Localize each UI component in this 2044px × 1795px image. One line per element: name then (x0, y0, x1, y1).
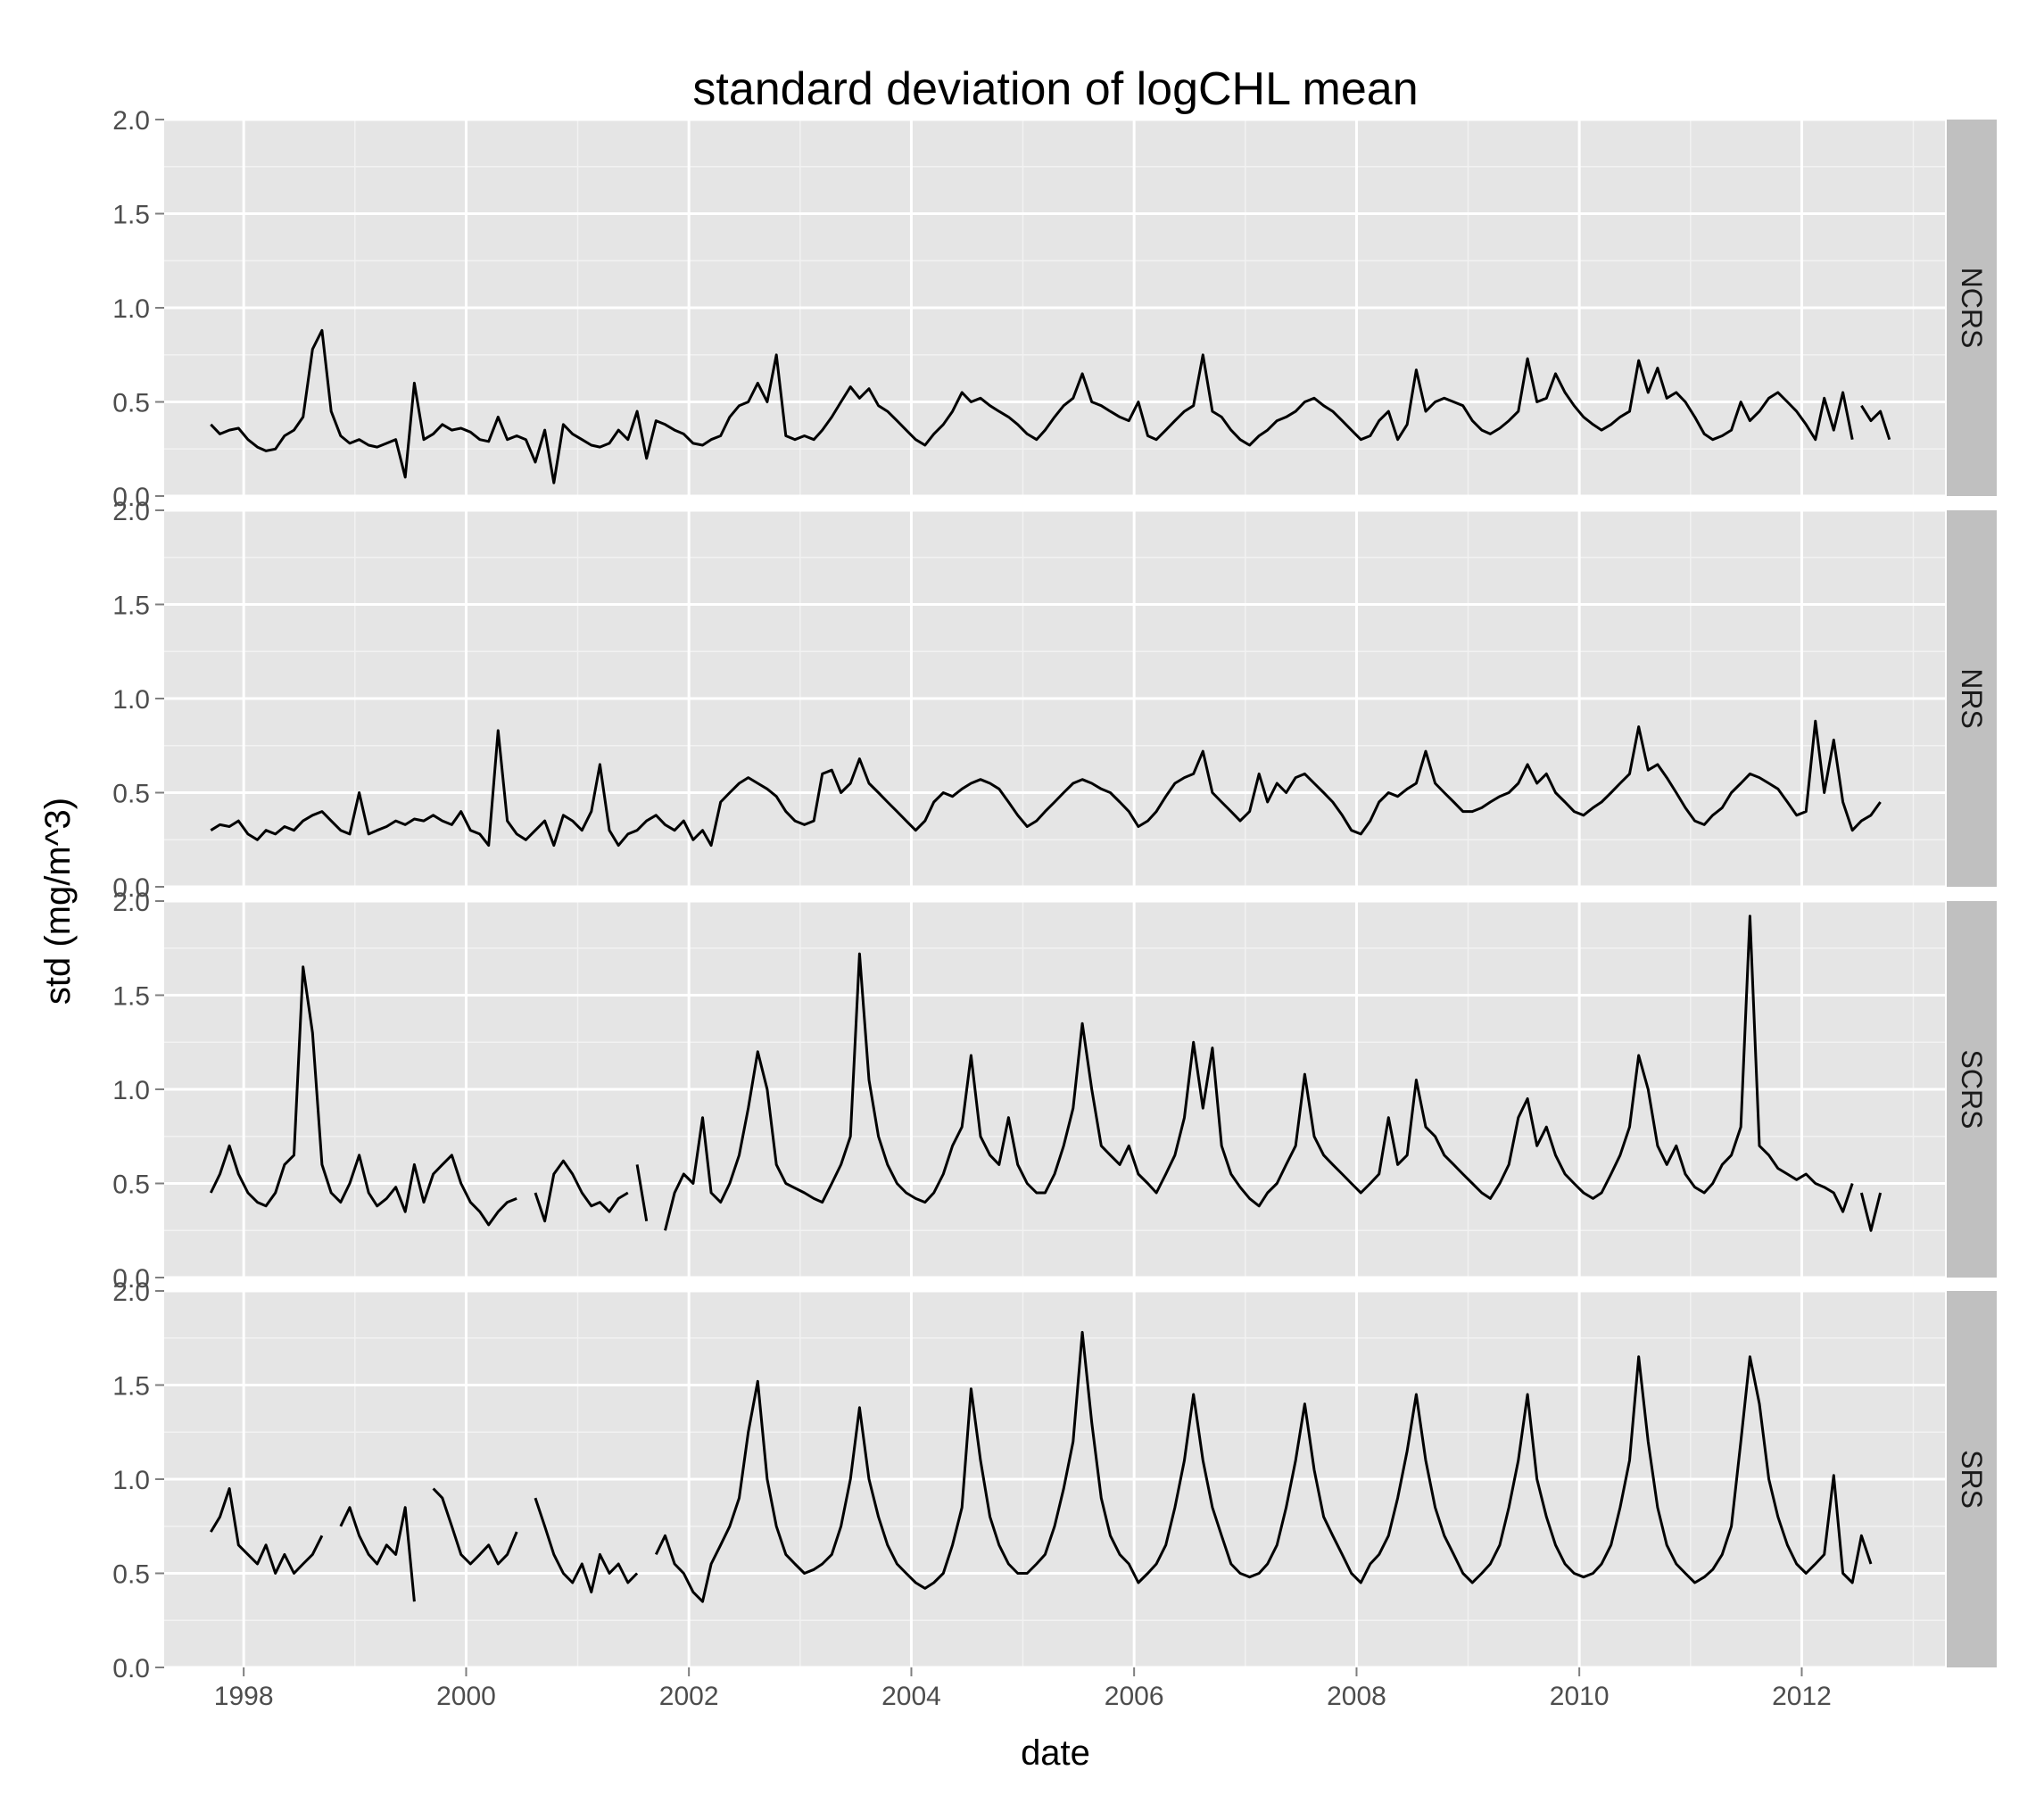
facet-strip-label: NRS (1956, 668, 1988, 729)
facet-strip-label: NCRS (1956, 268, 1988, 349)
x-tick-label: 2012 (1772, 1682, 1832, 1711)
panel-scrs: 0.0 0.5 1.0 1.5 2.0 SCRS (112, 888, 1997, 1294)
y-tick-label: 2.0 (112, 1278, 150, 1307)
y-tick-label: 1.0 (112, 685, 150, 715)
y-tick-label: 1.5 (112, 1372, 150, 1402)
y-axis-title: std (mg/m^3) (38, 798, 78, 1005)
series-line-ncrs (210, 328, 1891, 484)
y-tick-label: 2.0 (112, 888, 150, 917)
x-tick-label: 2008 (1327, 1682, 1386, 1711)
panel-srs: 0.0 0.5 1.0 1.5 2.0 SRS (112, 1278, 1997, 1683)
y-tick-label: 1.0 (112, 294, 150, 324)
y-tick-label: 1.5 (112, 982, 150, 1012)
panels: 0.00.51.01.52.0NCRS0.00.51.01.52.0NRS0.0… (112, 106, 1997, 1683)
x-tick-label: 2004 (881, 1682, 941, 1711)
facet-strip (1947, 901, 1997, 1278)
y-tick-label: 2.0 (112, 497, 150, 526)
y-tick-label: 0.0 (112, 1654, 150, 1683)
y-tick-label: 0.5 (112, 1560, 150, 1590)
series-line-scrs (209, 914, 1883, 1232)
y-tick-label: 0.5 (112, 389, 150, 418)
y-tick-label: 2.0 (112, 106, 150, 136)
facet-strip (1947, 120, 1997, 496)
x-tick-label: 2002 (659, 1682, 719, 1711)
y-tick-label: 0.5 (112, 1170, 150, 1200)
y-tick-label: 0.0 (112, 873, 150, 903)
x-axis-title: date (1021, 1733, 1090, 1773)
facet-strip-label: SRS (1956, 1450, 1988, 1509)
y-tick-label: 0.0 (112, 1264, 150, 1294)
y-tick-label: 0.0 (112, 483, 150, 512)
series-line-srs (210, 1330, 1873, 1603)
panel-ncrs: 0.0 0.5 1.0 1.5 2.0 NCRS (112, 106, 1997, 512)
x-tick-label: 2006 (1105, 1682, 1164, 1711)
chart-title: standard deviation of logCHL mean (692, 63, 1418, 115)
facet-strip (1947, 1291, 1997, 1667)
y-tick-label: 1.0 (112, 1076, 150, 1105)
facet-strip-label: SCRS (1956, 1050, 1988, 1129)
y-tick-label: 1.5 (112, 201, 150, 230)
x-tick-label: 1998 (214, 1682, 274, 1711)
x-axis: 1998 2000 2002 2004 2006 2008 2010 2012 (214, 1667, 1832, 1711)
series-line-nrs (210, 719, 1882, 848)
panel-nrs: 0.0 0.5 1.0 1.5 2.0 NRS (112, 497, 1997, 903)
y-tick-label: 0.5 (112, 780, 150, 809)
facet-strip (1947, 510, 1997, 887)
y-tick-label: 1.5 (112, 591, 150, 621)
y-tick-label: 1.0 (112, 1466, 150, 1495)
x-tick-label: 2000 (436, 1682, 496, 1711)
x-tick-label: 2010 (1550, 1682, 1610, 1711)
